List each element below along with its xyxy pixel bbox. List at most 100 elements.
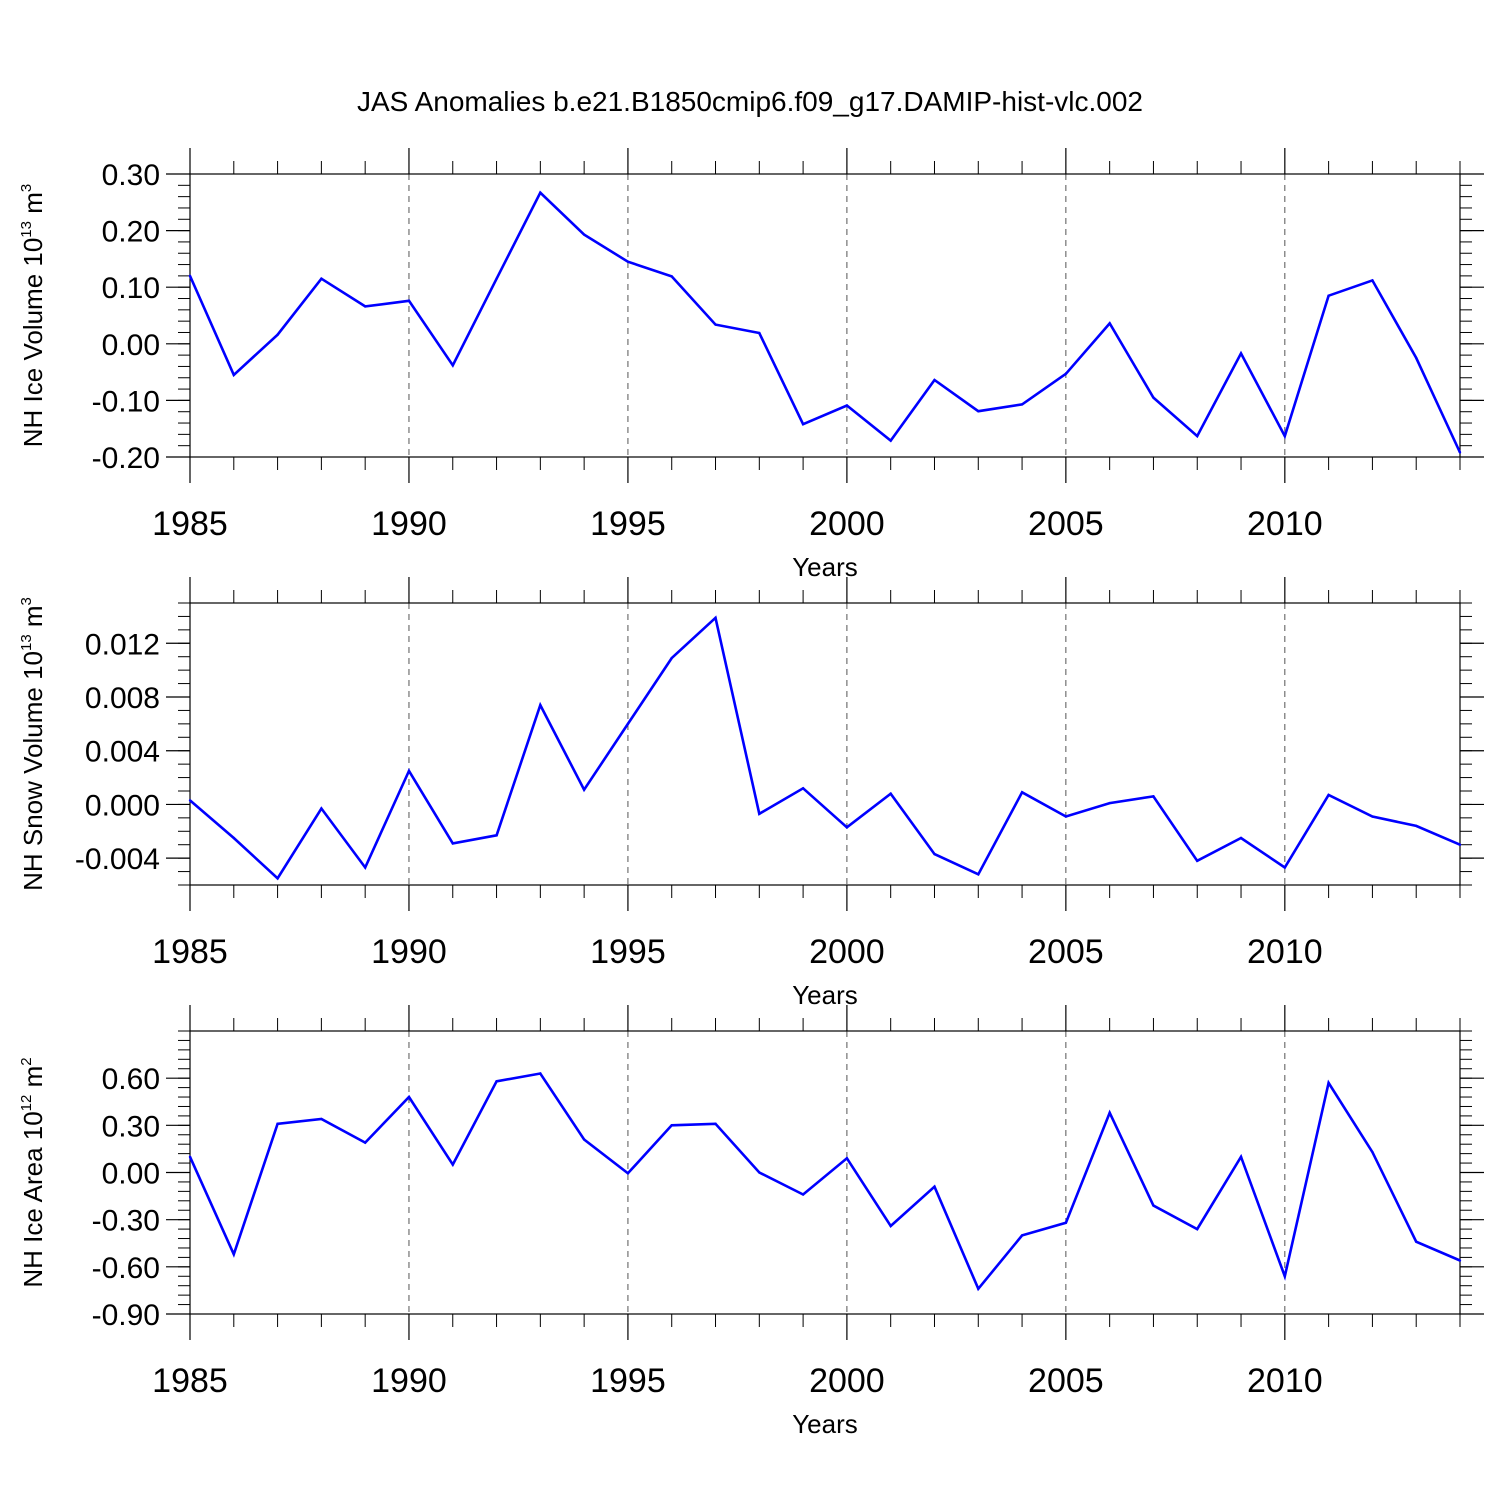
data-point <box>1064 815 1068 818</box>
plot-frame <box>189 173 1461 458</box>
data-point <box>1327 1081 1330 1085</box>
data-point <box>889 1224 892 1228</box>
data-point <box>1283 866 1287 869</box>
x-tick-label: 1995 <box>590 505 666 543</box>
data-point <box>320 277 323 280</box>
y-tick-label: -0.20 <box>92 442 160 475</box>
data-point <box>626 1172 630 1175</box>
data-point <box>933 852 936 856</box>
data-point <box>1327 793 1330 797</box>
data-point <box>320 1117 323 1121</box>
data-point <box>714 323 717 326</box>
data-point <box>758 812 761 816</box>
data-point <box>582 233 586 236</box>
y-tick-label: 0.60 <box>102 1063 160 1096</box>
y-axis-title-text: NH Ice Area 10 <box>18 1111 48 1287</box>
x-tick-label: 2010 <box>1247 1362 1323 1400</box>
y-tick-label: 0.20 <box>102 216 160 249</box>
data-point <box>714 1122 717 1125</box>
y-tick-label: -0.60 <box>92 1252 160 1285</box>
x-tick-label: 2000 <box>809 505 885 543</box>
y-tick-label: 0.00 <box>102 329 160 362</box>
data-point <box>670 656 673 660</box>
data-point <box>1415 824 1418 828</box>
x-axis-title: Years <box>792 1409 858 1439</box>
y-tick-label: 0.00 <box>102 1158 160 1191</box>
x-tick-label: 1995 <box>590 933 666 971</box>
data-point <box>582 788 586 791</box>
data-point <box>1020 1234 1024 1237</box>
data-point <box>188 799 192 802</box>
data-point <box>977 409 980 413</box>
data-point <box>276 1122 279 1125</box>
data-point <box>1196 1227 1199 1231</box>
data-point <box>363 1141 367 1144</box>
y-axis-title-text: m <box>18 1066 48 1095</box>
data-point <box>582 1138 586 1141</box>
data-point <box>977 1287 980 1291</box>
data-point <box>495 1080 498 1083</box>
data-point <box>1064 372 1068 375</box>
data-point <box>451 842 454 845</box>
data-point <box>232 1253 235 1256</box>
data-point <box>1371 1150 1374 1154</box>
data-point <box>1371 815 1374 818</box>
panel-ice-volume: -0.20 -0.10 0.00 0.10 0.20 0.30 1985 1990 1995 20… <box>18 148 1484 582</box>
data-point <box>1108 801 1111 805</box>
x-tick-label: 2000 <box>809 1362 885 1400</box>
y-axis-title-superscript: 12 <box>18 1095 35 1112</box>
y-axis-title-superscript: 13 <box>18 221 35 238</box>
x-tick-label: 2005 <box>1028 1362 1104 1400</box>
data-point <box>1415 356 1418 360</box>
data-point <box>1458 451 1462 454</box>
data-point <box>495 277 498 280</box>
y-axis-title: NH Ice Area 1012 m2 <box>18 1057 48 1287</box>
data-point <box>1020 403 1024 406</box>
x-axis-title: Years <box>792 552 858 582</box>
y-axis-title-superscript: 3 <box>18 184 35 192</box>
x-axis-title: Years <box>792 980 858 1010</box>
data-point <box>626 260 630 263</box>
data-point <box>801 1193 805 1196</box>
plot-frame <box>189 1030 1461 1315</box>
data-point <box>977 873 980 876</box>
data-point <box>626 722 630 726</box>
y-axis-title-superscript: 3 <box>18 597 35 605</box>
x-tick-label: 1985 <box>152 1362 228 1400</box>
x-tick-label: 1985 <box>152 505 228 543</box>
data-point <box>1458 843 1462 846</box>
data-point <box>933 378 936 382</box>
x-tick-label: 2005 <box>1028 933 1104 971</box>
data-point <box>188 274 192 278</box>
y-axis-title-superscript: 2 <box>18 1057 35 1065</box>
data-point <box>1458 1259 1462 1262</box>
data-point <box>1152 1204 1155 1207</box>
data-point <box>1108 1111 1111 1114</box>
data-point <box>845 404 849 407</box>
data-point <box>1064 1221 1068 1225</box>
data-point <box>1196 434 1199 438</box>
data-point <box>670 275 673 278</box>
plot-frame <box>189 602 1461 886</box>
x-tick-label: 1985 <box>152 933 228 971</box>
data-point <box>539 1072 542 1075</box>
data-point <box>670 1124 673 1127</box>
data-point <box>495 834 498 837</box>
y-tick-label: 0.008 <box>85 682 160 715</box>
data-point <box>1020 791 1024 794</box>
data-point <box>933 1185 936 1188</box>
x-tick-label: 1990 <box>371 1362 447 1400</box>
y-axis-title-text: m <box>18 605 48 634</box>
x-tick-label: 2010 <box>1247 505 1323 543</box>
x-tick-label: 2005 <box>1028 505 1104 543</box>
data-point <box>1327 294 1330 297</box>
data-point <box>232 373 235 377</box>
data-point <box>363 305 367 308</box>
data-point <box>276 333 279 336</box>
y-axis-title: NH Ice Volume 1013 m3 <box>18 184 48 447</box>
y-tick-label: 0.000 <box>85 789 160 822</box>
data-point <box>801 422 805 426</box>
data-point <box>845 826 849 829</box>
data-point <box>1196 859 1199 863</box>
data-point <box>801 787 805 790</box>
